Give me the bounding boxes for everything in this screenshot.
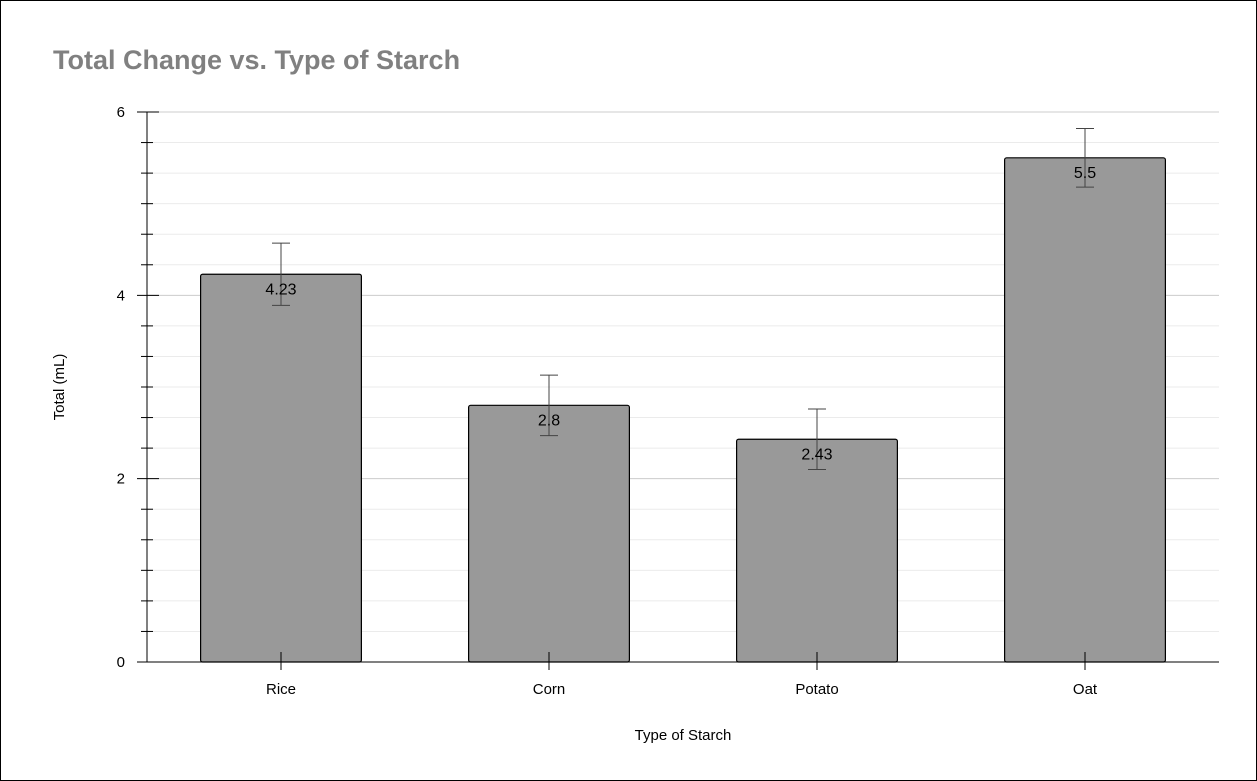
y-axis-title: Total (mL) (51, 354, 68, 421)
bar-value-label: 4.23 (265, 281, 296, 298)
bar-value-label: 5.5 (1074, 165, 1096, 182)
bar-value-label: 2.43 (801, 446, 832, 463)
bar-rice (200, 273, 363, 663)
bars (200, 128, 1166, 663)
y-tick-label: 2 (117, 471, 125, 488)
x-tick-label: Rice (266, 681, 296, 698)
x-tick-label: Oat (1073, 681, 1098, 698)
y-tick-label: 4 (117, 287, 125, 304)
x-tick-label: Corn (533, 681, 566, 698)
bar-oat (1003, 157, 1166, 663)
x-tick-label: Potato (795, 681, 838, 698)
bar-corn (468, 404, 631, 663)
bar-potato (735, 438, 898, 663)
bar-value-label: 2.8 (538, 412, 560, 429)
y-tick-label: 6 (117, 104, 125, 121)
x-axis-title: Type of Starch (635, 727, 732, 744)
y-tick-label: 0 (117, 654, 125, 671)
axes (137, 111, 1219, 670)
chart-title: Total Change vs. Type of Starch (53, 45, 461, 75)
labels: 0 2 4 6 4.23 Rice 2.8 Corn 2.43 Potato 5.5 Oat Type … (51, 104, 1098, 744)
